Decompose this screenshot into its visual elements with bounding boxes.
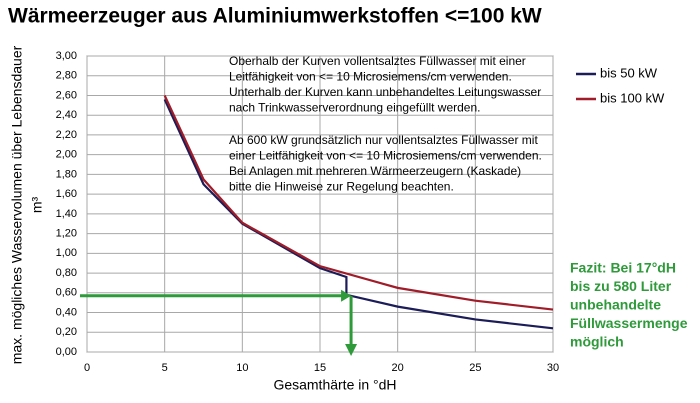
legend-label: bis 100 kW	[600, 90, 665, 105]
y-tick-label: 2,20	[56, 129, 77, 141]
y-tick-label: 0,80	[56, 267, 77, 279]
arrow-head	[345, 344, 358, 356]
x-tick-label: 15	[314, 362, 326, 374]
x-tick-label: 0	[84, 362, 90, 374]
y-tick-label: 2,40	[56, 109, 77, 121]
note-line: nach Trinkwasserverordnung eingefüllt we…	[229, 101, 480, 115]
conclusion-line: Fazit: Bei 17°dH	[570, 260, 676, 276]
x-tick-label: 10	[236, 362, 248, 374]
note-line: Oberhalb der Kurven vollentsalztes Füllw…	[229, 54, 526, 68]
y-tick-label: 1,00	[56, 247, 77, 259]
y-tick-label: 2,60	[56, 89, 77, 101]
series-line	[163, 95, 554, 311]
y-tick-label: 0,40	[56, 306, 77, 318]
y-tick-label: 2,00	[56, 149, 77, 161]
conclusion-line: möglich	[570, 334, 624, 350]
conclusion-line: Füllwassermenge	[570, 315, 688, 331]
note-line: Bei Anlagen mit mehreren Wärmeerzeugern …	[229, 164, 521, 178]
y-axis-label: max. mögliches Wasservolumen über Lebens…	[9, 45, 25, 364]
x-tick-label: 5	[162, 362, 168, 374]
x-axis-label: Gesamthärte in °dH	[273, 377, 396, 393]
legend-label: bis 50 kW	[600, 65, 658, 80]
series-line	[163, 98, 554, 330]
y-tick-label: 1,60	[56, 188, 77, 200]
y-tick-label: 1,20	[56, 228, 77, 240]
note-line: bitte die Hinweise zur Regelung beachten…	[229, 180, 454, 194]
y-tick-label: 2,80	[56, 70, 77, 82]
note-line: Unterhalb der Kurven kann unbehandeltes …	[229, 85, 541, 99]
y-tick-label: 3,00	[56, 50, 77, 62]
arrow-head	[341, 289, 352, 302]
conclusion-line: unbehandelte	[570, 297, 661, 313]
note-line: Ab 600 kW grundsätzlich nur vollentsalzt…	[229, 133, 538, 147]
y-axis-label: m³	[29, 197, 45, 214]
x-tick-label: 20	[392, 362, 404, 374]
y-tick-label: 1,40	[56, 208, 77, 220]
y-tick-label: 0,60	[56, 287, 77, 299]
chart-title: Wärmeerzeuger aus Aluminiumwerkstoffen <…	[8, 5, 542, 28]
y-tick-label: 1,80	[56, 168, 77, 180]
x-tick-label: 30	[547, 362, 559, 374]
note-line: einer Leitfähigkeit von <= 10 Microsieme…	[229, 149, 542, 163]
x-tick-label: 25	[469, 362, 481, 374]
conclusion-line: bis zu 580 Liter	[570, 278, 672, 294]
y-tick-label: 0,00	[56, 346, 77, 358]
note-line: Leitfähigkeit von <= 10 Microsiemens/cm …	[229, 70, 512, 84]
y-tick-label: 0,20	[56, 326, 77, 338]
